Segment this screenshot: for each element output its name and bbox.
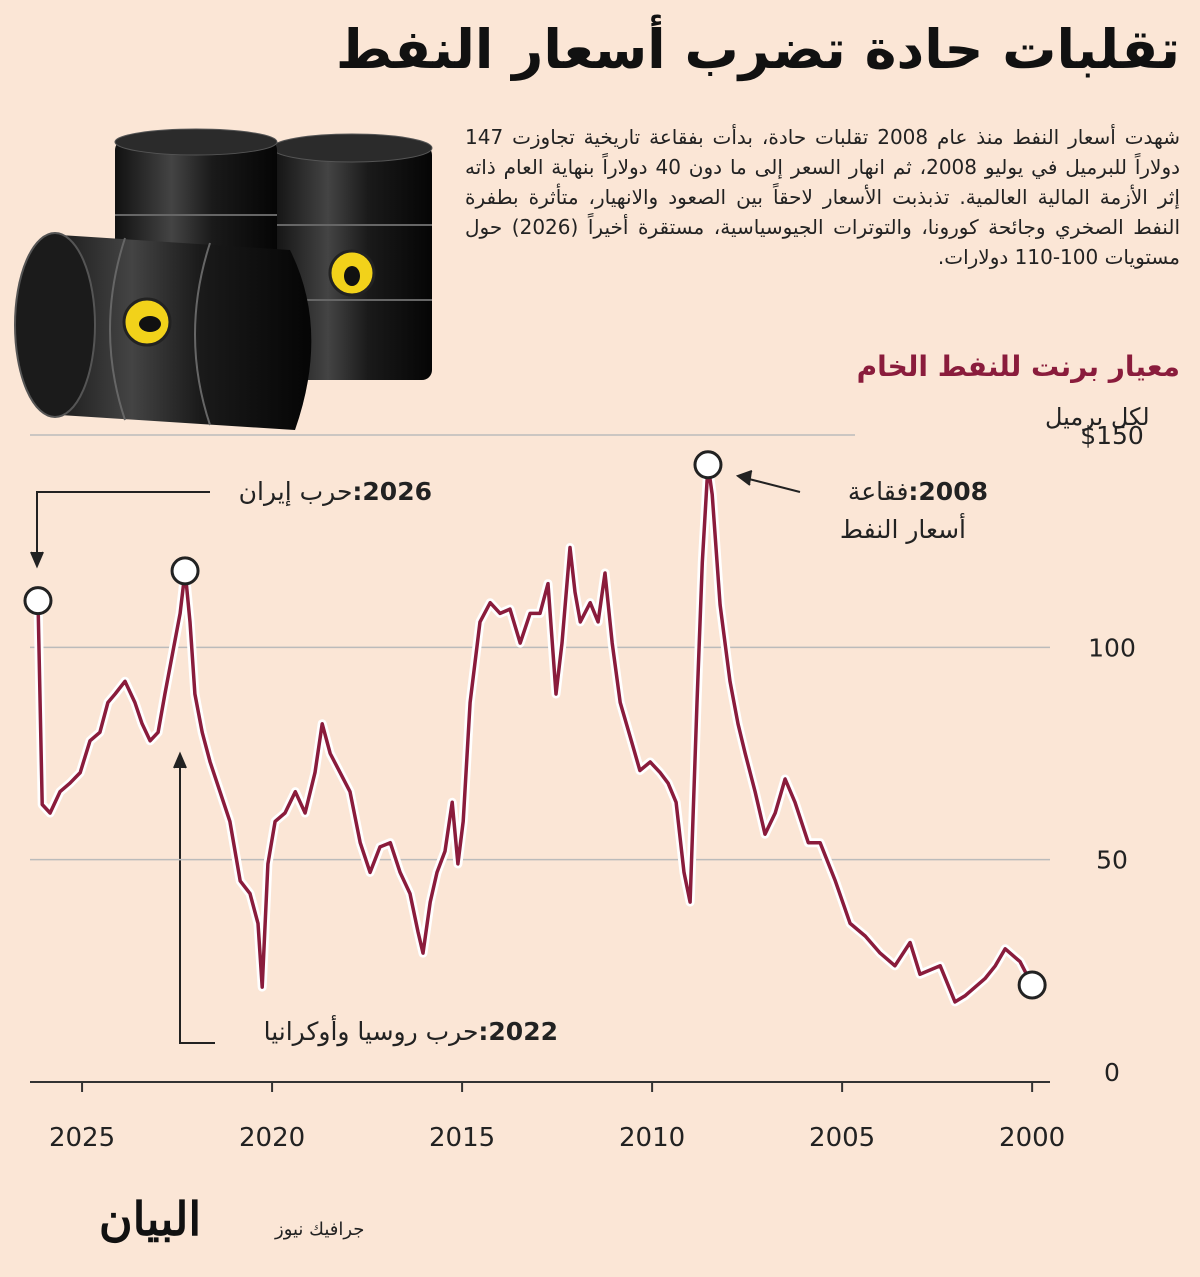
logo: البيان bbox=[99, 1192, 201, 1246]
annotation-year: 2026: bbox=[352, 477, 432, 506]
line-halo bbox=[33, 460, 1037, 1007]
annotation-year: 2008: bbox=[908, 477, 988, 506]
price-line bbox=[36, 462, 1034, 1004]
y-tick-label: 50 bbox=[1096, 846, 1128, 875]
highlight-point bbox=[693, 450, 723, 480]
annotation-text: أسعار النفط bbox=[840, 512, 966, 544]
x-tick-label: 2000 bbox=[999, 1123, 1065, 1153]
highlight-point bbox=[170, 556, 200, 586]
highlight-point bbox=[1017, 970, 1047, 1000]
y-tick-label: $150 bbox=[1080, 421, 1144, 450]
annotation-text: حرب روسيا وأوكرانيا bbox=[264, 1014, 479, 1047]
x-tick-label: 2010 bbox=[619, 1123, 685, 1153]
annotation: 2026:حرب إيران bbox=[239, 477, 432, 507]
annotation-arrows bbox=[30, 470, 801, 1044]
chart-subtitle: معيار برنت للنفط الخام bbox=[856, 350, 1180, 383]
y-tick-label: 100 bbox=[1088, 633, 1136, 662]
barrels-illustration bbox=[14, 128, 433, 430]
x-tick-label: 2015 bbox=[429, 1123, 495, 1153]
annotation: 2022:حرب روسيا وأوكرانيا bbox=[264, 1014, 558, 1047]
annotation-text: حرب إيران bbox=[239, 477, 353, 507]
x-tick-label: 2005 bbox=[809, 1123, 875, 1153]
x-tick-label: 2025 bbox=[49, 1123, 115, 1153]
credit: جرافيك نيوز bbox=[274, 1219, 364, 1240]
x-tick-label: 2020 bbox=[239, 1123, 305, 1153]
highlight-point bbox=[23, 586, 53, 616]
y-tick-label: 0 bbox=[1104, 1058, 1120, 1087]
y-unit-label: لكل برميل bbox=[1045, 403, 1150, 431]
intro-paragraph: شهدت أسعار النفط منذ عام 2008 تقلبات حاد… bbox=[465, 125, 1181, 269]
annotation: 2008:فقاعة bbox=[848, 477, 988, 506]
title: تقلبات حادة تضرب أسعار النفط bbox=[335, 18, 1180, 81]
annotation-year: 2022: bbox=[478, 1017, 558, 1046]
annotation-text: فقاعة bbox=[848, 477, 909, 506]
